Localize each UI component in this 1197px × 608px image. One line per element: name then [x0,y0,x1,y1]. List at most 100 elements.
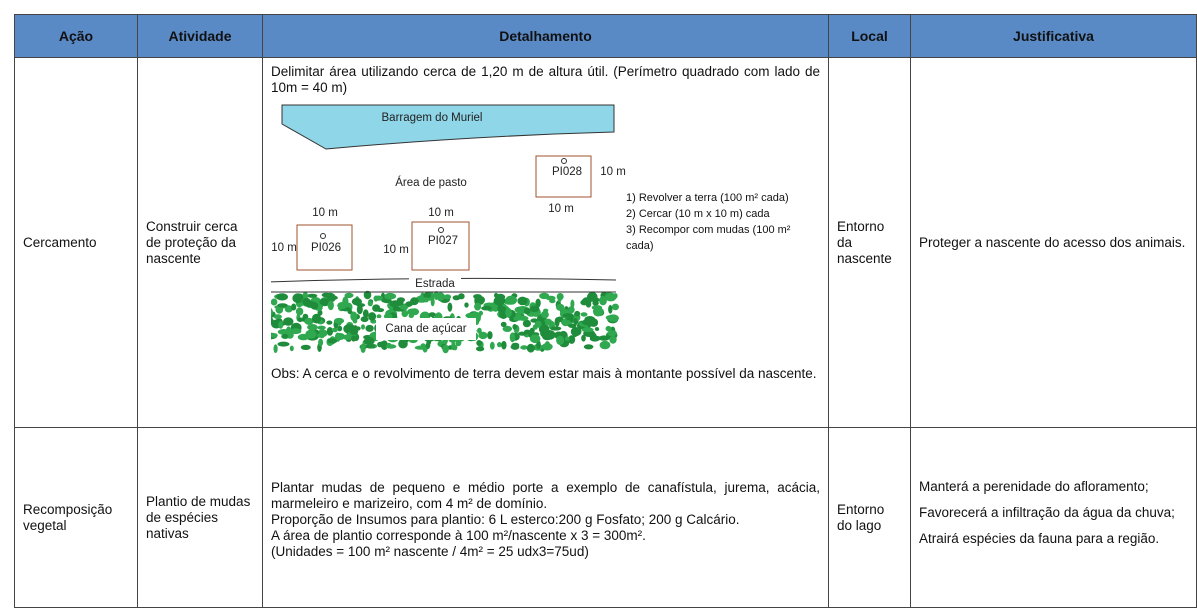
cane-dot [505,307,512,318]
step: 1) Revolver a terra (100 m² cada) [626,192,789,204]
cane-dot [477,327,482,334]
cane-dot [284,305,293,313]
cane-dot [368,312,377,321]
justification: Favorecerá a infiltração da água da chuv… [919,504,1175,520]
cane-dot [282,334,289,339]
cane-dot [307,324,318,331]
cane-dot [541,343,553,351]
cane-dot [351,335,357,342]
cane-dot [362,309,369,318]
cane-dot [502,325,512,332]
cane-dot [307,293,318,298]
cane-dot [433,291,439,300]
cane-dot [295,307,304,316]
cane-dot [333,317,345,324]
cane-dot [545,295,556,301]
cane-dot [273,314,282,320]
cane-dot [599,340,611,350]
cane-dot [607,330,617,337]
cane-dot [383,313,393,320]
cane-dot [360,343,366,353]
cane-dot [271,317,274,325]
cane-dot [305,329,317,339]
cane-dot [289,345,294,352]
plot-side: 10 m [312,207,338,219]
plot-box [535,155,592,198]
cane-dot [285,326,292,336]
cane-dot [556,335,565,345]
cane-dot [478,310,483,316]
cane-dot [276,293,288,301]
action-table: Ação Atividade Detalhamento Local Justif… [14,14,1197,608]
cane-dot [591,305,603,311]
cane-dot [523,307,531,315]
cane-dot [535,298,541,308]
cane-dot [283,317,294,326]
paragraph: Proporção de Insumos para plantio: 6 L e… [271,511,740,527]
cane-dot [491,304,500,312]
cane-dot [373,295,384,301]
plot-box [296,224,353,271]
header-cell: Detalhamento [262,14,829,58]
cane-dot [356,303,366,308]
cane-dot [568,335,576,344]
cane-dot [327,338,338,344]
cell-justificativa: Proteger a nascente do acesso dos animai… [910,57,1197,428]
cane-dot [350,311,358,322]
cane-dot [589,336,600,342]
cane-dot [543,308,549,313]
cane-dot [379,341,385,348]
cane-dot [592,300,599,306]
cane-dot [365,324,374,332]
cane-dot [481,305,492,311]
paragraph: Plantar mudas de pequeno e médio porte a… [271,479,820,511]
obs-text: Obs: A cerca e o revolvimento de terra d… [271,366,817,381]
cane-dot [430,297,435,307]
cane-dot [522,319,531,328]
cane-dot [599,296,607,306]
spring-marker [561,158,567,164]
cane-dot [526,343,535,353]
step: 3) Recompor com mudas (100 m² cada) [626,224,791,252]
cane-dot [318,338,324,347]
cane-dot [428,312,436,318]
cane-dot [344,292,354,299]
cane-dot [401,310,409,318]
cane-dot [327,300,334,311]
cane-dot [363,290,372,300]
plot-id: PI026 [311,242,341,254]
cane-dot [515,314,523,321]
cane-dot [337,325,343,332]
cane-dot [540,320,546,329]
cane-dot [271,308,273,317]
cane-dot [380,292,386,303]
cell-detalhamento: Plantar mudas de pequeno e médio porte a… [262,427,829,608]
cane-dot [305,300,316,308]
cane-dot [278,321,284,329]
cane-dot [356,304,363,315]
cane-dot [326,327,334,336]
cane-dot [540,310,549,319]
dam-label: Barragem do Muriel [382,112,483,124]
cane-dot [376,308,385,313]
paragraph: (Unidades = 100 m² nascente / 4m² = 25 u… [271,543,589,559]
cane-dot [447,302,453,312]
cane-dot [452,295,461,301]
plot-side: 10 m [548,203,574,215]
cane-dot [608,304,613,314]
cane-dot [347,324,356,333]
justification: Manterá a perenidade do afloramento; [919,478,1149,494]
steps-list: 1) Revolver a terra (100 m² cada) 2) Cer… [626,190,816,254]
cane-dot [594,327,600,331]
cane-dot [581,334,586,342]
cane-dot [277,303,288,308]
cane-dot [474,302,482,311]
cane-dot [517,296,528,306]
cane-dot [514,306,527,314]
cane-dot [517,331,527,336]
paragraph: A área de plantio corresponde à 100 m²/n… [271,527,646,543]
pasture-label: Área de pasto [395,176,467,189]
cane-dot [605,325,612,332]
cane-dot [511,342,520,348]
table-row: Recomposição vegetal Plantio de mudas de… [14,427,1197,608]
